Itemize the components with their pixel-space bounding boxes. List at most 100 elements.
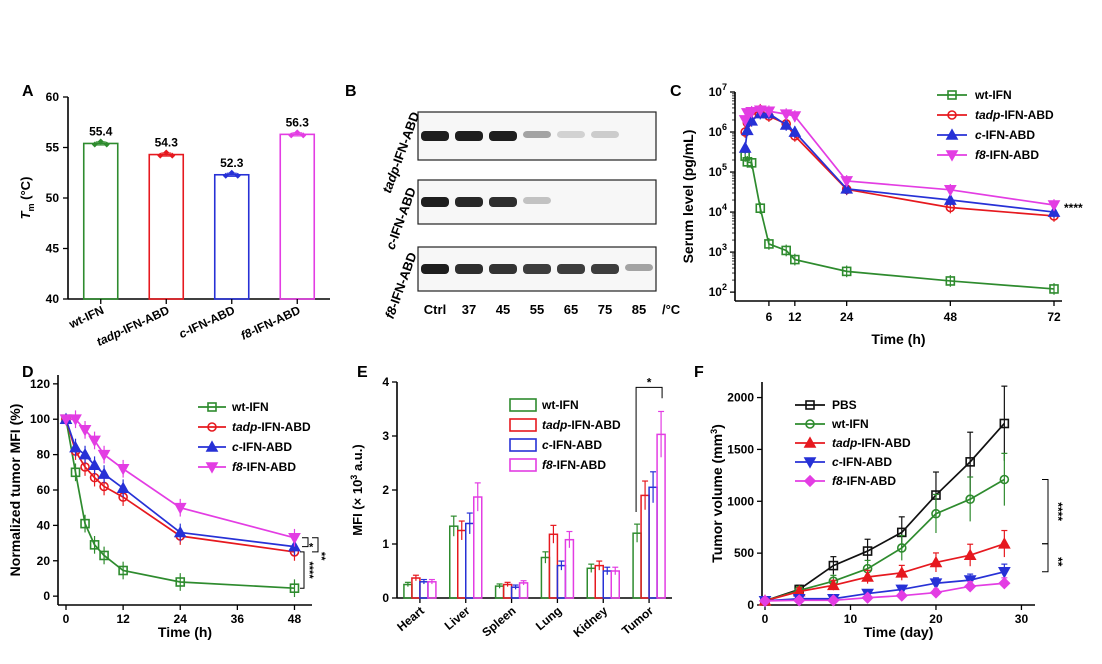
y-tick-label: 1 [382,537,389,551]
y-axis-title-text: Tumor volume (mm [709,434,725,563]
bar [213,173,250,300]
bar [610,570,620,599]
y-tick-label: 80 [37,448,51,462]
x-axis-title: Time (day) [864,624,934,640]
x-tick-label: Liver [442,603,473,632]
data-point [827,594,840,607]
legend-marker [207,422,217,432]
data-point [931,508,941,519]
x-tick-label: 20 [929,612,943,626]
lane-label: 45 [496,302,510,317]
significance-bracket [1042,543,1049,573]
panel-letter: B [345,83,357,100]
data-point [738,141,752,153]
legend-marker [205,462,219,474]
data-point [764,239,774,249]
y-tick-base: 10 [709,245,723,259]
legend-label: tadp-IFN-ABD [832,436,911,450]
data-point [945,276,956,286]
legend-label: tadp-IFN-ABD [542,418,621,432]
y-tick-label: 55 [46,141,60,155]
data-point [781,245,791,256]
data-label: 52.3 [220,156,244,170]
legend-label-text: -IFN-ABD [857,436,911,450]
replicate-point [97,138,104,145]
replicate-point [103,141,110,148]
data-point [943,193,957,205]
data-point [895,566,909,578]
data-label: 56.3 [286,115,310,129]
data-point [97,449,111,462]
legend-marker [805,400,815,410]
bar [648,486,658,599]
y-axis-title-unit: ) [709,424,725,429]
significance-label: **** [1064,201,1083,215]
data-point [755,203,766,213]
lane-label: 85 [632,302,646,317]
y-axis-title-unit: (°C) [18,177,33,204]
data-point [70,467,81,478]
x-tick-label: 0 [762,612,769,626]
data-point [999,418,1010,429]
data-point [88,458,101,471]
y-tick-exponent: 2 [722,282,727,292]
y-tick-label: 40 [46,292,60,306]
significance-label: * [647,375,652,389]
data-label: 55.4 [89,124,113,138]
bar [656,433,666,599]
data-point [997,567,1011,579]
y-axis-title: Normalized tumor MFI (%) [7,404,23,577]
legend-label: f8-IFN-ABD [832,474,896,488]
x-tick-label: f8-IFN-ABD [239,303,303,343]
x-tick-label: 48 [944,310,958,324]
data-point [99,550,109,561]
legend-label-italic: f8 [542,458,553,472]
y-tick-exponent: 6 [722,122,727,132]
y-axis-title-exponent: 3 [349,475,359,480]
replicate-point [294,129,301,136]
data-point [862,546,873,556]
x-axis-title: Time (h) [158,624,212,640]
gel-band [421,197,449,207]
gel-row-label: tadp-IFN-ABD [379,110,422,195]
data-point [929,555,943,568]
gel-band [591,264,619,274]
replicate-point [157,152,164,159]
y-tick-label: 107 [709,82,727,99]
x-tick-label: Spleen [479,604,518,640]
series-line [65,419,295,590]
data-point [963,548,977,561]
data-point [788,125,802,137]
significance-label: * [309,542,314,554]
bar [419,581,429,599]
data-point [173,502,187,515]
y-tick-label: 45 [46,242,60,256]
bar [632,532,642,599]
x-tick-label: 12 [788,310,802,324]
lane-label: 75 [598,302,612,317]
legend-marker [205,440,219,452]
replicate-point [163,149,170,156]
gel-band [557,131,585,138]
bar [427,581,437,599]
panel-letter: A [22,83,34,100]
data-point [965,494,975,505]
data-point [740,123,754,136]
x-tick-label: 72 [1047,310,1061,324]
bar [540,556,551,599]
legend-label: c-IFN-ABD [542,438,602,452]
y-tick-label: 50 [46,191,60,205]
gel-band [489,197,517,207]
gel-band [557,264,585,274]
replicate-point [234,172,241,179]
legend-label-text: -IFN-ABD [1000,108,1054,122]
legend-label-text: -IFN-ABD [843,474,897,488]
legend-label: wt-IFN [974,88,1012,102]
data-point [896,543,907,553]
legend-label-italic: tadp [232,420,257,434]
legend-label-text: -IFN-ABD [982,128,1036,142]
legend-label-italic: f8 [832,474,843,488]
data-point [745,107,758,119]
